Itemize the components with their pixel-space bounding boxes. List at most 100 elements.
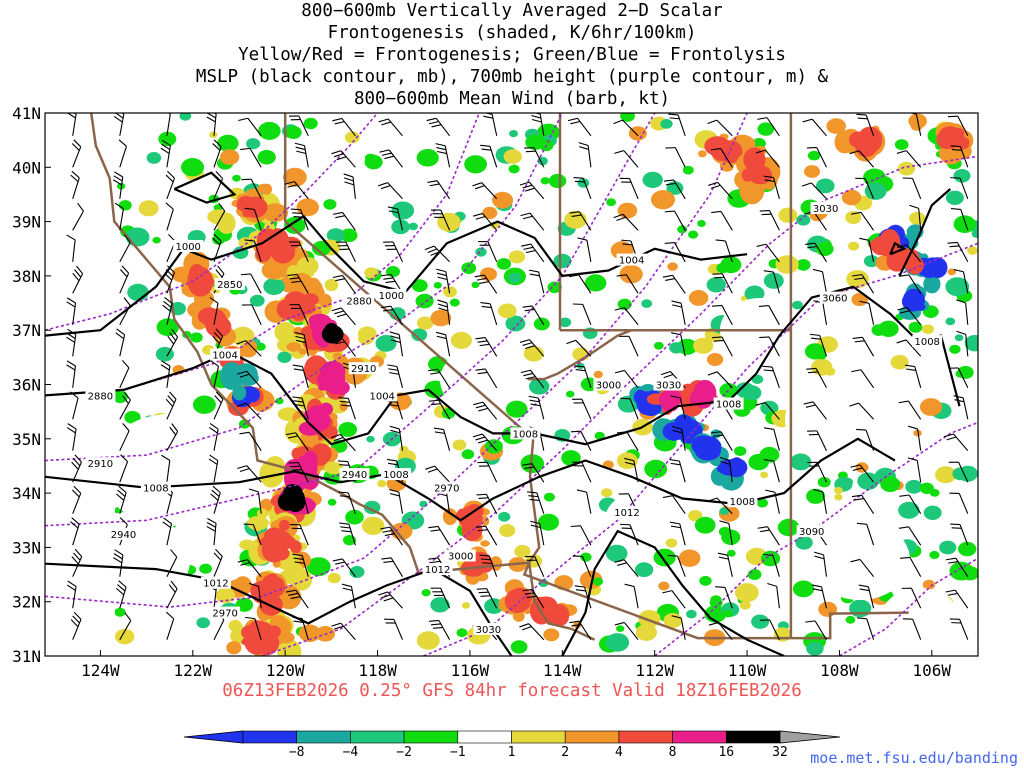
wind-barb: [244, 239, 262, 262]
wind-barb: [614, 369, 639, 389]
shading-cell: [922, 579, 936, 590]
wind-barb: [341, 583, 356, 609]
shading-cell: [697, 220, 706, 227]
wind-barb: [568, 274, 592, 294]
wind-barb: [436, 268, 451, 294]
wind-barb: [475, 336, 498, 357]
shading-cell: [790, 453, 812, 471]
shading-cell: [953, 215, 976, 233]
wind-barb: [520, 369, 545, 389]
shading-cell: [324, 461, 343, 475]
shading-cell: [806, 488, 826, 504]
shading-cell: [323, 199, 337, 210]
shading-cell: [841, 189, 862, 206]
shading-cell: [247, 515, 269, 531]
shading-cell: [923, 274, 941, 294]
shading-cell: [258, 121, 281, 140]
height-contour: [45, 113, 379, 331]
wind-barb: [66, 580, 77, 609]
contour-label-bg: [912, 335, 943, 348]
wind-barb: [426, 117, 451, 137]
wind-barb: [389, 489, 404, 514]
wind-barb: [285, 589, 309, 609]
shading-cell: [366, 435, 375, 443]
shading-cell: [807, 150, 821, 161]
shading-cell: [114, 607, 126, 617]
shading-cell: [895, 253, 916, 268]
wind-barb: [332, 338, 356, 357]
wind-barb: [119, 234, 131, 263]
wind-barb: [956, 330, 969, 357]
wind-barb: [433, 427, 451, 451]
shading-cell: [192, 395, 216, 414]
shading-cell: [327, 572, 341, 584]
shading-cell: [913, 429, 922, 437]
wind-barb: [852, 274, 875, 294]
wind-barb: [288, 115, 309, 137]
wind-barb: [574, 585, 592, 609]
shading-cell: [291, 564, 304, 578]
wind-barb: [236, 340, 262, 357]
wind-barb: [66, 297, 77, 325]
credit-link[interactable]: moe.met.fsu.edu/banding: [810, 749, 1018, 767]
colorbar-high-arrow: [779, 730, 841, 744]
wind-barb: [530, 113, 545, 136]
wind-barb: [909, 204, 922, 231]
lat-label: 41N: [12, 104, 41, 123]
shading-cell: [344, 131, 360, 144]
wind-barb: [249, 582, 262, 609]
wind-barb: [332, 117, 356, 137]
shading-cell: [375, 335, 397, 352]
wind-barb: [242, 304, 262, 326]
wind-barb: [237, 465, 262, 483]
shading-cell: [945, 277, 970, 297]
shading-cell: [275, 397, 284, 405]
shading-cell: [693, 337, 714, 354]
shading-cell: [415, 293, 434, 309]
shading-cell: [870, 236, 892, 256]
wind-barb: [114, 202, 124, 231]
wind-barb: [378, 182, 403, 200]
shading-cell: [688, 230, 699, 239]
lat-label: 40N: [12, 158, 41, 177]
shading-cell: [307, 414, 326, 434]
wind-barb: [946, 557, 969, 577]
colorbar-label: 4: [614, 745, 623, 760]
wind-barb: [427, 368, 451, 389]
shading-cell: [124, 410, 141, 424]
wind-barb: [902, 177, 922, 200]
wind-barb: [520, 212, 545, 231]
wind-barb: [292, 396, 309, 420]
contour-label: 2910: [88, 459, 113, 470]
wind-barb: [384, 618, 404, 640]
shading-cell: [617, 202, 638, 219]
wind-barb: [428, 525, 451, 546]
wind-barb: [66, 360, 77, 388]
mslp-contour: [173, 171, 237, 204]
wind-barb: [66, 234, 76, 262]
shading-cell: [792, 300, 803, 310]
axis-labels: 41N 40N 39N 38N 37N 36N 35N 34N 33N 32N 31N 124W 122…: [12, 104, 951, 680]
wind-barb: [119, 297, 131, 326]
lat-label: 38N: [12, 267, 41, 286]
shading-cell: [268, 573, 277, 579]
wind-barb: [241, 178, 262, 200]
shading-cell: [775, 255, 799, 274]
shading-cell: [324, 278, 339, 292]
wind-barb: [759, 336, 780, 357]
wind-barb: [162, 296, 173, 325]
wind-barb: [530, 520, 545, 546]
wind-barb: [851, 494, 875, 514]
wind-barb: [332, 211, 356, 231]
shading-cell: [910, 121, 923, 131]
shading-cell: [179, 113, 192, 121]
wind-barb: [898, 526, 922, 546]
wind-barb: [292, 490, 309, 514]
wind-barb: [859, 237, 875, 262]
wind-barb: [762, 365, 780, 388]
wind-barb: [71, 485, 82, 514]
shading-cell: [594, 431, 605, 440]
shading-cell: [181, 158, 204, 177]
shading-cell: [482, 206, 498, 219]
height-contour: [423, 242, 978, 656]
